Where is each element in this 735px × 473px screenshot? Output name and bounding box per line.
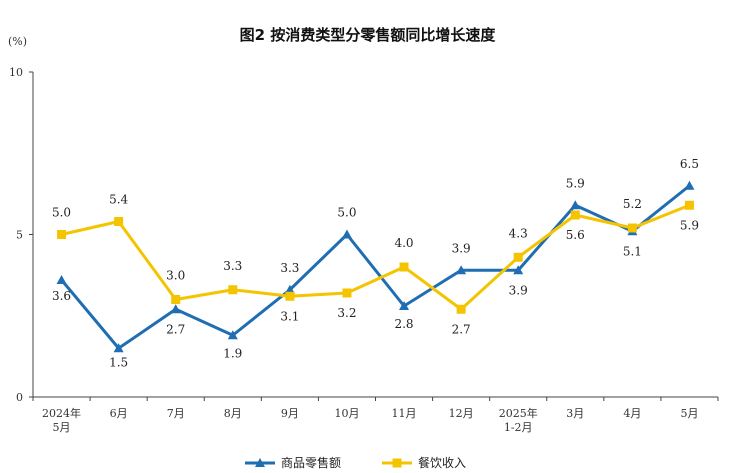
data-label: 3.2 bbox=[337, 306, 356, 320]
x-tick-label: 9月 bbox=[281, 407, 299, 420]
data-point-marker bbox=[170, 304, 181, 314]
x-tick-label: 8月 bbox=[224, 407, 242, 420]
data-label: 3.9 bbox=[452, 241, 471, 255]
data-point-marker bbox=[570, 200, 581, 210]
legend-label: 餐饮收入 bbox=[418, 455, 466, 470]
data-label: 1.9 bbox=[223, 346, 242, 360]
data-label: 2.7 bbox=[166, 322, 185, 336]
data-point-marker bbox=[228, 285, 238, 295]
legend-label: 商品零售额 bbox=[281, 455, 341, 470]
data-point-marker bbox=[114, 217, 124, 226]
data-point-marker bbox=[456, 304, 466, 314]
data-point-marker bbox=[284, 284, 295, 294]
series-line-1 bbox=[60, 184, 691, 350]
legend-marker bbox=[392, 458, 402, 468]
data-point-marker bbox=[399, 301, 410, 310]
data-point-marker bbox=[113, 343, 124, 353]
chart-title: 图2 按消费类型分零售额同比增长速度 bbox=[239, 26, 496, 44]
y-tick-label: 0 bbox=[16, 391, 23, 404]
y-tick-label: 5 bbox=[16, 229, 23, 242]
x-tick-label: 6月 bbox=[110, 407, 128, 420]
data-point-marker bbox=[171, 295, 181, 304]
data-point-marker bbox=[285, 291, 295, 301]
legend-marker bbox=[255, 458, 265, 467]
data-point-marker bbox=[456, 265, 467, 275]
data-label: 3.9 bbox=[509, 283, 528, 297]
x-tick-label: 2024年 5月 bbox=[42, 406, 81, 434]
data-label: 5.9 bbox=[566, 176, 585, 190]
y-tick-label: 10 bbox=[9, 66, 23, 79]
data-label: 6.5 bbox=[680, 157, 699, 171]
data-label: 4.0 bbox=[394, 236, 413, 250]
data-point-marker bbox=[342, 288, 352, 298]
data-label: 5.4 bbox=[109, 193, 128, 207]
data-point-marker bbox=[513, 265, 524, 275]
x-tick-label: 5月 bbox=[680, 407, 698, 420]
data-label: 5.9 bbox=[680, 218, 699, 232]
x-tick-label: 7月 bbox=[167, 407, 185, 420]
data-point-marker bbox=[513, 252, 523, 262]
data-label: 2.8 bbox=[394, 317, 413, 331]
x-tick-label: 12月 bbox=[449, 407, 474, 420]
data-label: 5.1 bbox=[623, 244, 642, 258]
x-tick-label: 11月 bbox=[392, 407, 417, 420]
x-tick-label: 10月 bbox=[334, 407, 359, 420]
data-point-marker bbox=[57, 230, 67, 239]
data-point-marker bbox=[627, 223, 637, 233]
data-point-marker bbox=[341, 229, 352, 239]
data-point-marker bbox=[570, 210, 580, 220]
data-point-marker bbox=[399, 262, 409, 272]
series-line-2 bbox=[61, 203, 691, 311]
y-axis-unit-label: (%) bbox=[8, 35, 28, 48]
data-label: 5.0 bbox=[52, 206, 71, 220]
data-point-marker bbox=[684, 200, 694, 210]
data-label: 4.3 bbox=[509, 226, 528, 240]
data-label: 3.3 bbox=[223, 259, 242, 273]
data-label: 3.0 bbox=[166, 269, 185, 283]
data-label: 5.6 bbox=[566, 228, 585, 242]
data-label: 5.0 bbox=[337, 206, 356, 220]
x-tick-label: 2025年 1-2月 bbox=[499, 406, 538, 434]
x-tick-label: 3月 bbox=[566, 407, 584, 420]
data-label: 3.1 bbox=[280, 309, 299, 323]
data-label: 2.7 bbox=[452, 322, 471, 336]
data-label: 5.2 bbox=[623, 197, 642, 211]
x-tick-label: 4月 bbox=[623, 407, 641, 420]
data-label: 3.3 bbox=[280, 261, 299, 275]
data-label: 3.6 bbox=[52, 289, 71, 303]
data-label: 1.5 bbox=[109, 355, 128, 369]
data-point-marker bbox=[227, 330, 238, 340]
data-point-marker bbox=[684, 180, 695, 190]
data-point-marker bbox=[56, 275, 67, 284]
